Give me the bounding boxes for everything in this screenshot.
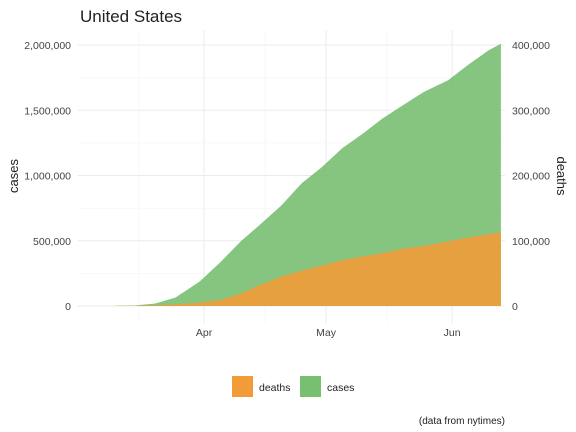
chart-caption: (data from nytimes) bbox=[419, 416, 505, 427]
area-series bbox=[114, 43, 501, 306]
area-cases bbox=[114, 43, 501, 306]
y-axis-right-label: deaths bbox=[554, 156, 569, 196]
legend: deaths cases bbox=[232, 376, 354, 397]
plot-panel bbox=[78, 30, 505, 323]
y-right-tick-label: 200,000 bbox=[512, 171, 550, 183]
y-right-tick-label: 300,000 bbox=[512, 105, 550, 117]
legend-label-deaths: deaths bbox=[259, 382, 291, 394]
area-deaths bbox=[114, 232, 501, 306]
x-tick-label: Jun bbox=[444, 327, 461, 339]
y-left-tick-label: 1,000,000 bbox=[24, 171, 71, 183]
legend-key-cases bbox=[300, 376, 321, 397]
y-left-tick-label: 2,000,000 bbox=[24, 40, 71, 52]
y-axis-left-label: cases bbox=[6, 159, 21, 193]
x-tick-label: May bbox=[316, 327, 337, 339]
y-axis-right-ticks: 0 100,000 200,000 300,000 400,000 bbox=[512, 40, 550, 313]
legend-key-deaths bbox=[232, 376, 253, 397]
chart-title: United States bbox=[80, 7, 182, 26]
y-left-tick-label: 0 bbox=[65, 301, 71, 313]
y-left-tick-label: 500,000 bbox=[33, 236, 71, 248]
x-axis-ticks: Apr May Jun bbox=[196, 327, 461, 339]
legend-label-cases: cases bbox=[327, 382, 354, 394]
x-tick-label: Apr bbox=[196, 327, 213, 339]
y-right-tick-label: 0 bbox=[512, 301, 518, 313]
y-right-tick-label: 400,000 bbox=[512, 40, 550, 52]
y-axis-left-ticks: 0 500,000 1,000,000 1,500,000 2,000,000 bbox=[24, 40, 71, 313]
y-left-tick-label: 1,500,000 bbox=[24, 105, 71, 117]
y-right-tick-label: 100,000 bbox=[512, 236, 550, 248]
